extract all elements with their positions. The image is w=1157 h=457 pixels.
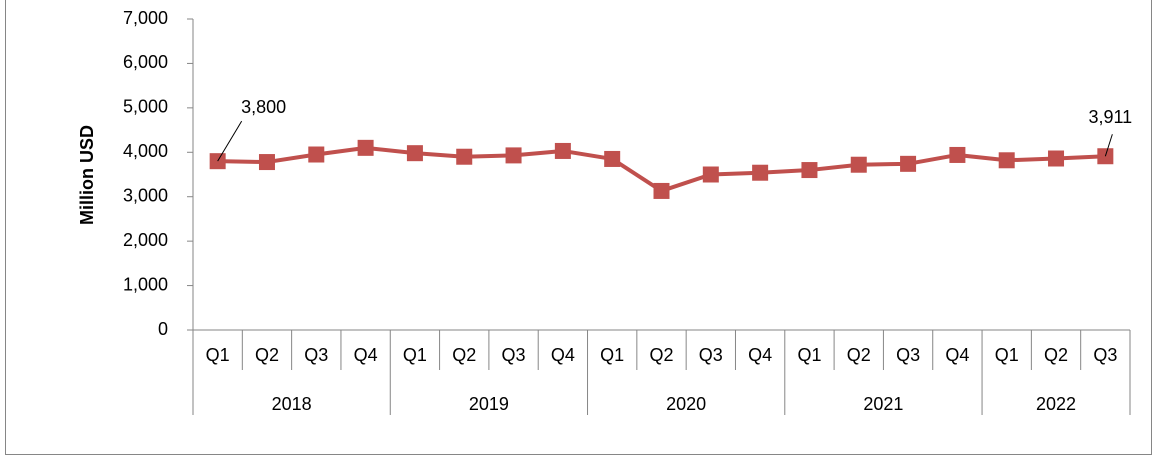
- marker: [702, 166, 719, 183]
- x-group-label: 2020: [666, 394, 706, 414]
- x-tick-label: Q4: [945, 345, 969, 365]
- y-tick-label: 6,000: [123, 52, 168, 72]
- marker: [357, 139, 374, 156]
- y-tick-label: 2,000: [123, 230, 168, 250]
- y-tick-label: 4,000: [123, 141, 168, 161]
- marker: [752, 164, 769, 181]
- chart-border: [5, 0, 1152, 455]
- x-group-label: 2018: [272, 394, 312, 414]
- x-tick-label: Q4: [748, 345, 772, 365]
- marker: [505, 147, 522, 164]
- x-tick-label: Q1: [797, 345, 821, 365]
- x-tick-label: Q3: [1093, 345, 1117, 365]
- leader-line: [1104, 134, 1113, 157]
- y-axis-label: Million USD: [77, 125, 97, 225]
- marker: [406, 145, 423, 162]
- marker: [900, 155, 917, 172]
- marker: [308, 146, 325, 163]
- marker: [554, 142, 571, 159]
- x-tick-label: Q1: [206, 345, 230, 365]
- x-tick-label: Q2: [649, 345, 673, 365]
- x-tick-label: Q2: [847, 345, 871, 365]
- y-tick-label: 0: [158, 319, 168, 339]
- x-tick-label: Q2: [255, 345, 279, 365]
- x-tick-label: Q2: [1044, 345, 1068, 365]
- data-label: 3,800: [241, 97, 286, 117]
- marker: [653, 182, 670, 199]
- x-tick-label: Q4: [354, 345, 378, 365]
- y-tick-label: 7,000: [123, 8, 168, 28]
- y-tick-label: 5,000: [123, 97, 168, 117]
- y-tick-label: 3,000: [123, 185, 168, 205]
- x-tick-label: Q1: [403, 345, 427, 365]
- x-group-label: 2019: [469, 394, 509, 414]
- marker: [456, 148, 473, 165]
- marker: [1048, 150, 1065, 167]
- leader-line: [217, 120, 243, 162]
- x-tick-label: Q3: [304, 345, 328, 365]
- marker: [604, 150, 621, 167]
- y-tick-label: 1,000: [123, 274, 168, 294]
- x-tick-label: Q3: [896, 345, 920, 365]
- marker: [258, 154, 275, 171]
- x-group-label: 2021: [863, 394, 903, 414]
- x-tick-label: Q4: [551, 345, 575, 365]
- marker: [801, 162, 818, 179]
- marker: [998, 152, 1015, 169]
- marker: [949, 146, 966, 163]
- x-group-label: 2022: [1036, 394, 1076, 414]
- data-label: 3,911: [1088, 107, 1132, 127]
- marker: [850, 156, 867, 173]
- x-tick-label: Q3: [502, 345, 526, 365]
- x-tick-label: Q3: [699, 345, 723, 365]
- x-tick-label: Q1: [600, 345, 624, 365]
- x-tick-label: Q1: [995, 345, 1019, 365]
- x-tick-label: Q2: [452, 345, 476, 365]
